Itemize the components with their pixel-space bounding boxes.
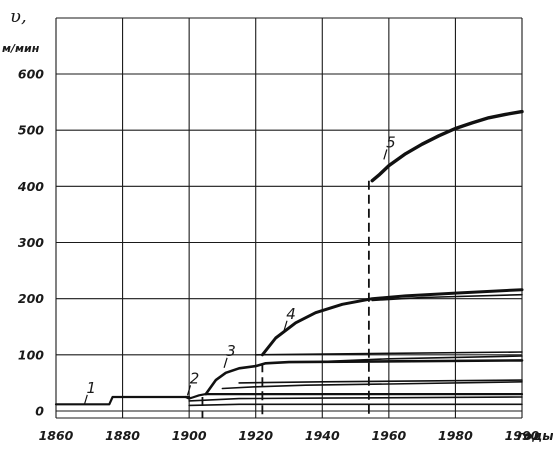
y-tick-label: 300 bbox=[18, 235, 44, 250]
secondary-line bbox=[371, 293, 523, 302]
series-label-leader bbox=[83, 394, 88, 406]
series-label-5: 5 bbox=[386, 133, 396, 151]
series-label-3: 3 bbox=[226, 342, 236, 360]
x-tick-label: 1940 bbox=[305, 428, 340, 443]
x-tick-labels: 1860 1880 1900 1920 1940 1960 1980 1990 bbox=[39, 428, 540, 443]
y-axis-label: υ, bbox=[10, 6, 27, 27]
y-tick-labels: 0 100 200 300 400 500 600 bbox=[17, 67, 44, 419]
x-tick-label: 1980 bbox=[438, 428, 473, 443]
x-tick-label: 1860 bbox=[39, 428, 74, 443]
x-axis-unit: годы bbox=[517, 428, 553, 443]
series-curves bbox=[54, 109, 524, 418]
y-tick-label: 400 bbox=[17, 179, 44, 194]
y-tick-label: 500 bbox=[18, 123, 44, 138]
secondary-line bbox=[238, 379, 523, 384]
y-tick-label: 100 bbox=[18, 347, 44, 362]
y-tick-label: 0 bbox=[35, 404, 44, 419]
x-tick-label: 1990 bbox=[505, 428, 540, 443]
x-tick-label: 1920 bbox=[238, 428, 273, 443]
y-tick-label: 200 bbox=[18, 291, 44, 306]
series-labels: 1 2 3 4 5 bbox=[83, 133, 396, 406]
series-label-4: 4 bbox=[286, 305, 296, 323]
secondary-line bbox=[321, 355, 523, 363]
series-line-4 bbox=[260, 288, 524, 357]
series-line-5 bbox=[370, 109, 524, 183]
secondary-line bbox=[221, 381, 523, 390]
x-tick-label: 1880 bbox=[105, 428, 140, 443]
series-label-leader bbox=[186, 385, 192, 396]
series-label-2: 2 bbox=[190, 369, 200, 387]
x-tick-label: 1960 bbox=[371, 428, 406, 443]
series-label-leader bbox=[283, 320, 288, 331]
series-line-1 bbox=[54, 395, 191, 406]
series-label-1: 1 bbox=[87, 379, 97, 397]
secondary-line bbox=[188, 403, 523, 407]
series-line-2 bbox=[184, 393, 524, 400]
y-tick-label: 600 bbox=[18, 67, 44, 82]
series-line-3 bbox=[204, 359, 524, 396]
secondary-line bbox=[188, 396, 523, 402]
secondary-line bbox=[254, 351, 523, 356]
series-label-leader bbox=[223, 357, 228, 368]
grid bbox=[55, 17, 523, 419]
series-label-leader bbox=[383, 149, 388, 160]
x-tick-label: 1900 bbox=[172, 428, 207, 443]
y-axis-unit: м/мин bbox=[2, 42, 40, 55]
